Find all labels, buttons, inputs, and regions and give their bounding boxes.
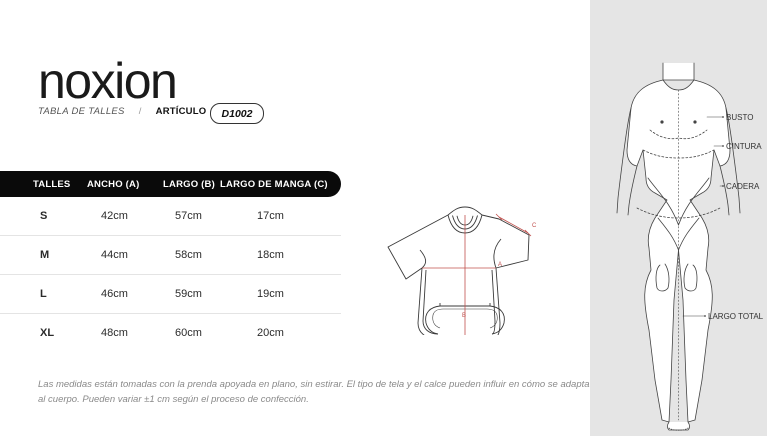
svg-text:C: C [532,223,537,229]
svg-text:CADERA: CADERA [726,182,760,191]
svg-text:B: B [462,313,466,319]
svg-text:BUSTO: BUSTO [726,113,753,122]
svg-text:A: A [498,262,502,268]
svg-text:CINTURA: CINTURA [726,142,762,151]
svg-text:LARGO TOTAL: LARGO TOTAL [708,312,764,321]
